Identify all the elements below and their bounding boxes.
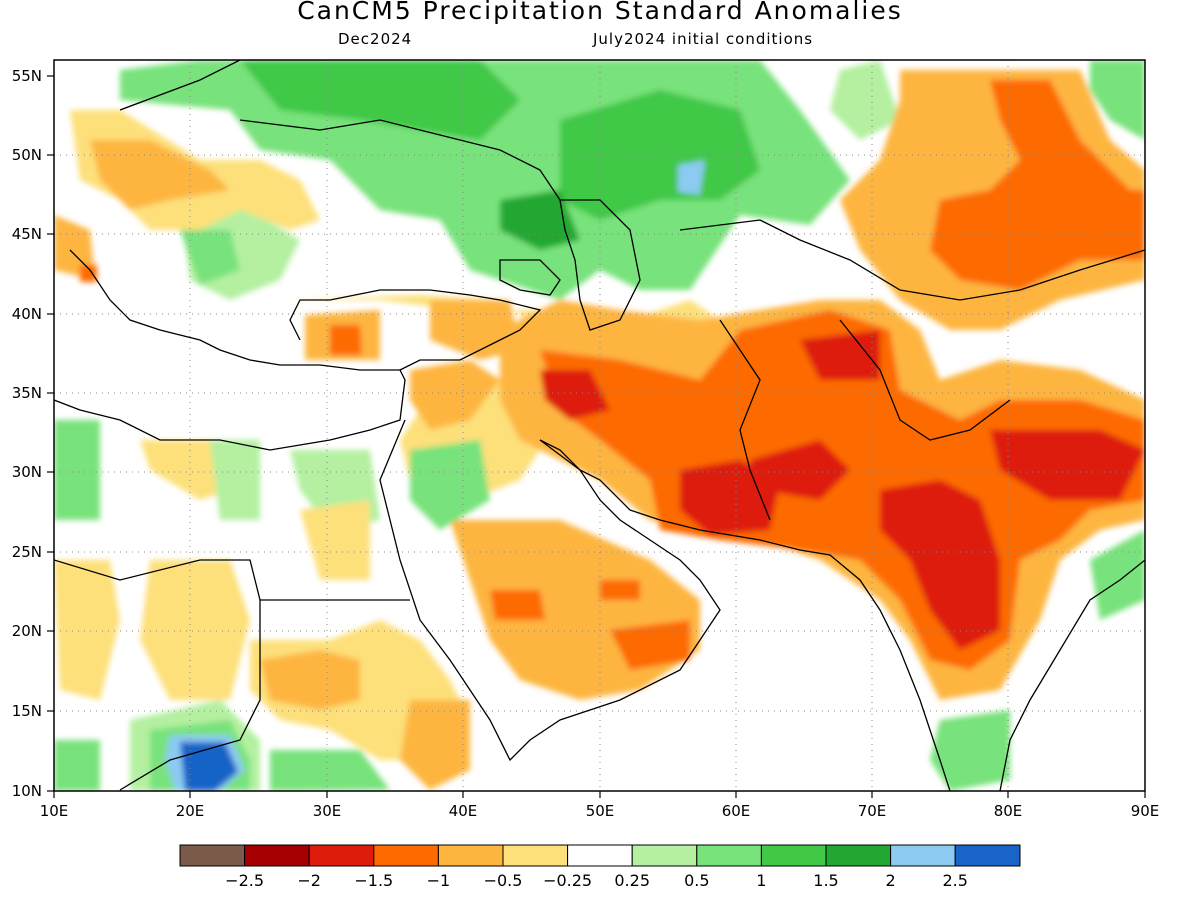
colorbar-swatch-4 (437, 844, 504, 867)
lon-label-40e: 40E (449, 802, 478, 820)
lat-label-30n: 30N (12, 463, 42, 481)
colorbar-label-1: −2 (297, 871, 321, 890)
colorbar-swatch-2 (308, 844, 375, 867)
colorbar-swatch-11 (890, 844, 956, 867)
colorbar-swatch-6 (567, 844, 633, 867)
colorbar-swatch-1 (244, 844, 310, 867)
lat-label-20n: 20N (12, 622, 42, 640)
lat-label-25n: 25N (12, 543, 42, 561)
colorbar-label-11: 2.5 (942, 871, 967, 890)
colorbar-swatch-8 (696, 844, 762, 867)
lat-label-10n: 10N (12, 782, 42, 800)
colorbar-label-2: −1.5 (354, 871, 393, 890)
lat-label-40n: 40N (12, 305, 42, 323)
map-title: CanCM5 Precipitation Standard Anomalies (297, 0, 903, 25)
colorbar-label-9: 1.5 (813, 871, 838, 890)
lon-label-30e: 30E (313, 802, 342, 820)
lat-label-50n: 50N (12, 146, 42, 164)
colorbar-label-5: −0.25 (543, 871, 592, 890)
colorbar-label-6: 0.25 (614, 871, 650, 890)
lon-label-70e: 70E (858, 802, 887, 820)
colorbar-label-7: 0.5 (684, 871, 709, 890)
lon-label-80e: 80E (994, 802, 1023, 820)
lon-label-60e: 60E (722, 802, 751, 820)
colorbar-label-4: −0.5 (484, 871, 523, 890)
colorbar-label-10: 2 (886, 871, 896, 890)
forecast-month: Dec2024 (338, 30, 413, 48)
lat-label-35n: 35N (12, 384, 42, 402)
colorbar (179, 844, 1021, 867)
colorbar-swatch-5 (502, 844, 569, 867)
lat-label-45n: 45N (12, 225, 42, 243)
lat-label-15n: 15N (12, 702, 42, 720)
colorbar-swatch-12 (954, 844, 1021, 867)
colorbar-swatch-0 (179, 844, 246, 867)
lon-label-90e: 90E (1131, 802, 1160, 820)
colorbar-label-8: 1 (756, 871, 766, 890)
colorbar-swatch-7 (631, 844, 698, 867)
colorbar-label-0: −2.5 (225, 871, 264, 890)
lon-label-10e: 10E (40, 802, 69, 820)
initial-conditions: July2024 initial conditions (593, 30, 814, 48)
colorbar-swatch-3 (373, 844, 439, 867)
colorbar-swatch-9 (760, 844, 827, 867)
tick-marks (47, 75, 1146, 798)
coastlines (54, 60, 1145, 791)
colorbar-swatch-10 (825, 844, 892, 867)
anomaly-field (54, 60, 1145, 791)
lon-label-20e: 20E (176, 802, 205, 820)
lon-label-50e: 50E (586, 802, 615, 820)
lat-label-55n: 55N (12, 67, 42, 85)
colorbar-label-3: −1 (427, 871, 451, 890)
